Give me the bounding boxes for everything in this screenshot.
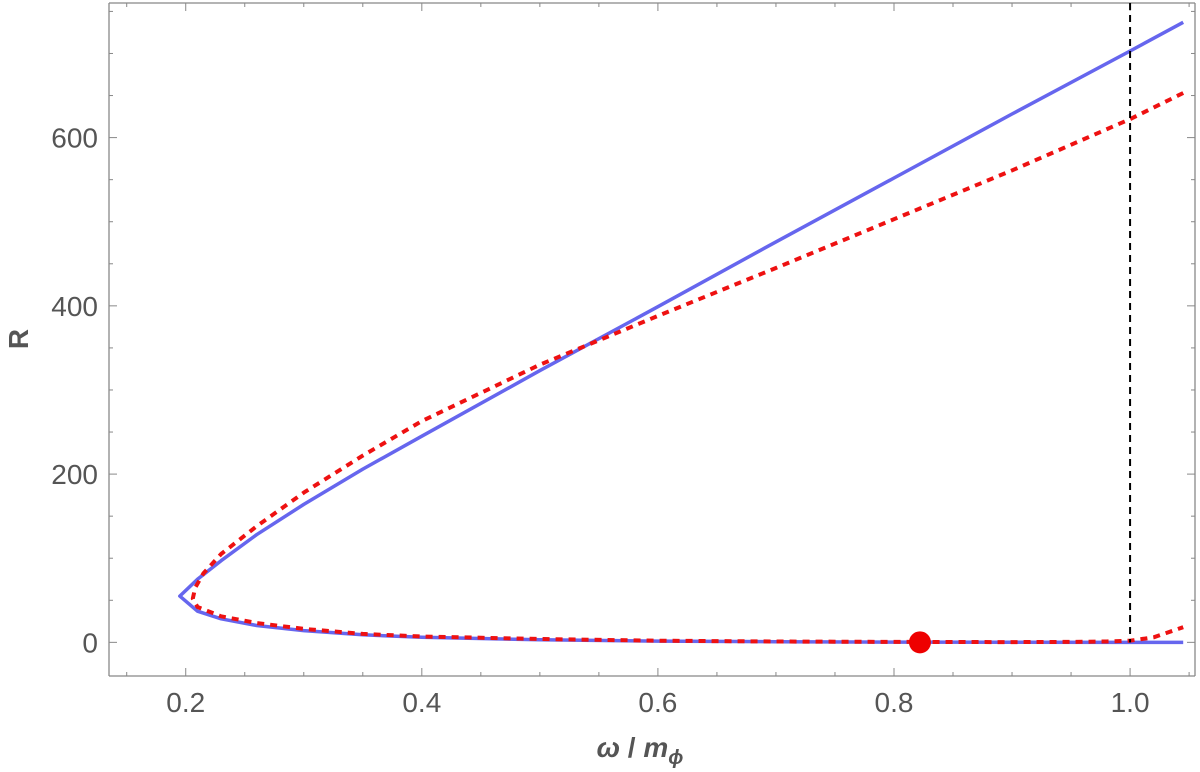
x-tick-label: 0.4 [402, 687, 441, 718]
y-tick-label: 200 [51, 459, 98, 490]
y-tick-label: 600 [51, 123, 98, 154]
solid-curve [178, 20, 1185, 645]
curves [178, 20, 1185, 645]
tick-labels: 0.2 0.4 0.6 0.8 1.0 0 200 400 600 [51, 123, 1149, 718]
x-tick-label: 0.2 [166, 687, 205, 718]
overlay [908, 3, 1132, 654]
plot-frame [108, 2, 1196, 677]
tick-marks [109, 3, 1195, 676]
y-axis-title: R [3, 329, 34, 349]
x-axis-title: ω / mϕ [597, 732, 684, 769]
y-tick-label: 0 [82, 627, 98, 658]
x-tick-label: 0.8 [875, 687, 914, 718]
y-tick-label: 400 [51, 291, 98, 322]
highlight-point [908, 631, 931, 654]
x-tick-label: 1.0 [1111, 687, 1150, 718]
x-tick-label: 0.6 [638, 687, 677, 718]
dotted-curve [190, 91, 1185, 645]
